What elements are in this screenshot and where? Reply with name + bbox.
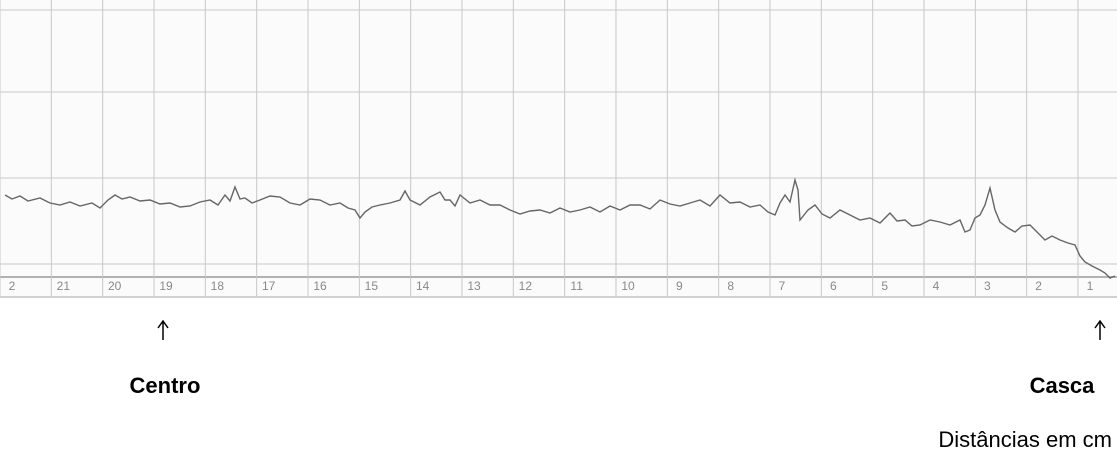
x-tick-label: 19	[159, 279, 173, 293]
arrow-center	[158, 321, 168, 340]
x-tick-label: 17	[262, 279, 276, 293]
arrows	[158, 321, 1105, 340]
x-tick-label: 10	[621, 279, 635, 293]
x-tick-label: 1	[1087, 279, 1094, 293]
x-tick-label: 3	[984, 279, 991, 293]
x-tick-label: 12	[519, 279, 533, 293]
x-tick-label: 9	[676, 279, 683, 293]
center-label: Centro	[130, 373, 201, 398]
arrow-bark	[1095, 321, 1105, 340]
x-tick-label: 20	[108, 279, 122, 293]
x-tick-label: 13	[467, 279, 481, 293]
x-tick-label: 21	[57, 279, 71, 293]
x-tick-label: 18	[211, 279, 225, 293]
chart: 2212019181716151413121110987654321 Centr…	[0, 0, 1117, 463]
bark-label: Casca	[1030, 373, 1096, 398]
page: {"chart_data": {"type": "line", "xlim": …	[0, 0, 1117, 463]
x-tick-label: 14	[416, 279, 430, 293]
x-tick-label: 2	[1035, 279, 1042, 293]
x-tick-label: 6	[830, 279, 837, 293]
chart-paper	[0, 0, 1117, 298]
x-tick-label: 7	[779, 279, 786, 293]
x-tick-label: 2	[9, 279, 16, 293]
x-tick-label: 11	[570, 279, 583, 293]
x-tick-label: 5	[881, 279, 888, 293]
x-tick-label: 8	[727, 279, 734, 293]
x-tick-label: 16	[313, 279, 327, 293]
x-tick-label: 15	[365, 279, 379, 293]
unit-label: Distâncias em cm	[938, 427, 1112, 452]
x-tick-label: 4	[933, 279, 940, 293]
